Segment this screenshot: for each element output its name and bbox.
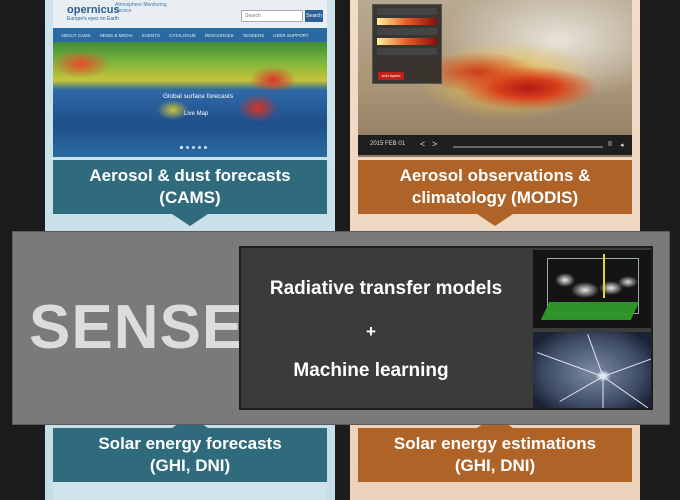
arrow-down-right-icon [477,214,513,226]
radiative-transfer-label: Radiative transfer models [269,278,503,299]
methods-text: Radiative transfer models + Machine lear… [241,248,531,408]
modis-viewer-screenshot: Add layers 2015 FEB 01 < > II ◂ [358,0,632,157]
timeline-date[interactable]: 2015 FEB 01 [370,141,406,147]
rewind-icon[interactable]: ◂ [620,142,624,149]
nav-item-events[interactable]: EVENTS [141,32,160,38]
carousel-dots[interactable] [180,146,207,149]
nav-item-catalogue[interactable]: CATALOGUE [168,32,197,38]
search-button[interactable]: Search [305,10,323,22]
nav-item-support[interactable]: USER SUPPORT [273,32,309,38]
arrow-down-left-icon [172,214,208,226]
solar-energy-forecasts-label: Solar energy forecasts [98,434,282,453]
sense-title: SENSE [29,293,245,362]
solar-energy-estimations-box: Solar energy estimations (GHI, DNI) [358,428,632,482]
cams-nav: ABOUT CAMS NEWS & MEDIA EVENTS CATALOGUE… [53,28,327,42]
live-map-link[interactable]: Live Map [184,111,209,117]
map-band-top [53,42,327,90]
play-pause-icon[interactable]: II [608,141,612,148]
nav-item-news[interactable]: NEWS & MEDIA [99,32,133,38]
nav-item-about[interactable]: ABOUT CAMS [61,32,91,38]
neuron-icon [533,332,651,408]
solar-energy-estimations-label: Solar energy estimations [393,434,597,453]
service-name: Atmosphere Monitoring Service [115,2,167,14]
timeline-slider[interactable] [453,146,603,148]
add-layers-button[interactable]: Add layers [378,72,404,80]
machine-learning-label: Machine learning [293,360,449,381]
plus-sign: + [366,322,376,341]
prev-date-icon[interactable]: < [420,139,426,149]
aerosol-dust-forecasts-label: Aerosol & dust forecasts [89,166,291,185]
map-band-bottom [53,90,327,157]
3d-cloud-icon [533,250,651,328]
next-date-icon[interactable]: > [432,139,438,149]
search-input[interactable]: Search [241,10,303,22]
timeline-bar [358,135,632,155]
nav-item-tenders[interactable]: TENDERS [242,32,265,38]
methods-box: Radiative transfer models + Machine lear… [239,246,653,410]
colorbar-icon [377,38,437,45]
right-column-footer [358,482,632,500]
aerosol-observations-box: Aerosol observations & climatology (MODI… [358,160,632,214]
nav-item-resources[interactable]: RESOURCES [205,32,234,38]
ghi-dni-estimations-label: (GHI, DNI) [454,456,536,475]
aerosol-observations-label: Aerosol observations & [399,166,591,185]
cams-header: opernicus Europe's eyes on Earth Atmosph… [53,0,327,28]
cams-label: (CAMS) [159,188,221,207]
sense-banner: SENSE Radiative transfer models + Machin… [12,231,670,425]
colorbar-icon [377,18,437,25]
layers-panel[interactable] [372,4,442,84]
solar-energy-forecasts-box: Solar energy forecasts (GHI, DNI) [53,428,327,482]
copernicus-logo[interactable]: opernicus [67,4,120,16]
aerosol-dust-forecasts-box: Aerosol & dust forecasts (CAMS) [53,160,327,214]
map-caption: Global surface forecasts [163,93,234,100]
cams-website-screenshot: opernicus Europe's eyes on Earth Atmosph… [53,0,327,157]
left-column-footer [53,482,327,500]
ghi-dni-forecasts-label: (GHI, DNI) [149,456,231,475]
copernicus-logo-tagline: Europe's eyes on Earth [67,16,119,22]
modis-label: climatology (MODIS) [411,188,579,207]
forecast-map[interactable]: Global surface forecasts Live Map [53,42,327,157]
